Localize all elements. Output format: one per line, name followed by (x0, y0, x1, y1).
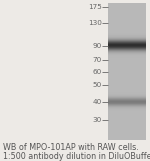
Text: 60: 60 (93, 69, 102, 75)
Text: 175: 175 (88, 4, 102, 10)
Text: 90: 90 (93, 43, 102, 49)
Text: 50: 50 (93, 82, 102, 88)
Text: 30: 30 (93, 117, 102, 123)
Text: 1:500 antibody dilution in DiluOBuffer.: 1:500 antibody dilution in DiluOBuffer. (3, 152, 150, 161)
Text: WB of MPO-101AP with RAW cells.: WB of MPO-101AP with RAW cells. (3, 143, 139, 152)
Text: 70: 70 (93, 57, 102, 63)
Text: 40: 40 (93, 99, 102, 105)
Text: 130: 130 (88, 20, 102, 26)
